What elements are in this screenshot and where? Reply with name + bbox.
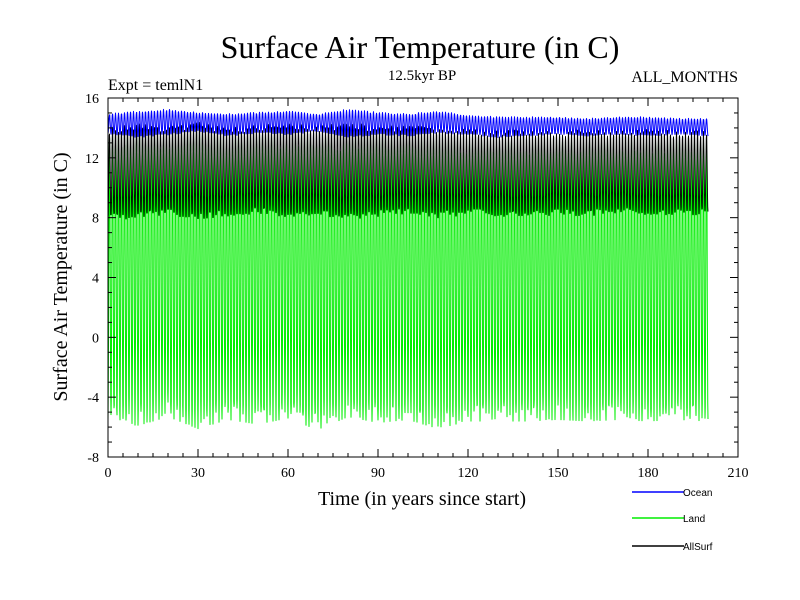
legend-label-ocean: Ocean	[683, 488, 712, 499]
experiment-label: Expt = temlN1	[108, 77, 203, 94]
y-axis: -8 -4 0 4 8 12 16	[85, 92, 738, 466]
x-tick-label: 90	[371, 466, 385, 481]
y-axis-label: Surface Air Temperature (in C)	[50, 152, 72, 401]
y-tick-label: 12	[85, 152, 99, 167]
plot-series	[107, 108, 709, 430]
chart-subtitle: 12.5kyr BP	[388, 68, 456, 84]
y-tick-label: -4	[87, 391, 99, 406]
y-tick-label: 0	[92, 331, 99, 346]
legend-label-allsurf: AllSurf	[683, 542, 713, 553]
x-axis-label: Time (in years since start)	[318, 488, 526, 510]
months-label: ALL_MONTHS	[631, 69, 738, 86]
series-line-ocean	[107, 108, 709, 139]
legend-label-land: Land	[683, 514, 705, 525]
x-tick-label: 180	[638, 466, 659, 481]
x-axis: 0 30 60 90 120 150 180 210	[105, 98, 749, 481]
x-tick-label: 0	[105, 466, 112, 481]
series-line-land	[107, 130, 709, 430]
y-tick-label: 4	[92, 272, 99, 287]
y-tick-label: 8	[92, 212, 99, 227]
series-line-allsurf	[107, 121, 709, 220]
x-tick-label: 120	[458, 466, 479, 481]
y-tick-label: 16	[85, 92, 99, 107]
legend: Ocean Land AllSurf	[632, 488, 713, 553]
y-tick-label: -8	[87, 451, 99, 466]
x-tick-label: 60	[281, 466, 295, 481]
x-tick-label: 210	[728, 466, 749, 481]
x-tick-label: 150	[548, 466, 569, 481]
chart-title: Surface Air Temperature (in C)	[221, 29, 620, 65]
x-tick-label: 30	[191, 466, 205, 481]
